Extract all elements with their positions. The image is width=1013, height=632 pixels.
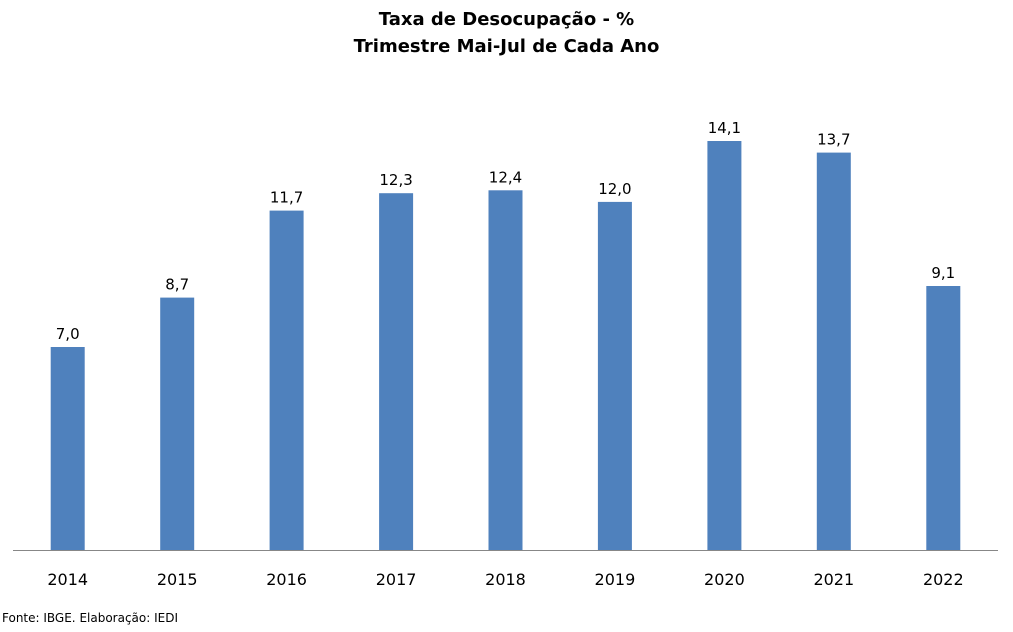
x-tick-label-2016: 2016 bbox=[266, 570, 307, 589]
bar-2017 bbox=[379, 193, 414, 550]
x-tick-label-2019: 2019 bbox=[595, 570, 636, 589]
chart-subtitle: Trimestre Mai-Jul de Cada Ano bbox=[353, 36, 660, 57]
x-tick-label-2022: 2022 bbox=[923, 570, 964, 589]
chart-title-block: Taxa de Desocupação - % Trimestre Mai-Ju… bbox=[0, 6, 1013, 60]
chart-title: Taxa de Desocupação - % bbox=[378, 9, 635, 30]
source-note: Fonte: IBGE. Elaboração: IEDI bbox=[2, 611, 179, 625]
bar-2022 bbox=[926, 286, 961, 550]
bar-2015 bbox=[160, 297, 195, 550]
bar-2020 bbox=[707, 141, 742, 550]
bar-2019 bbox=[597, 201, 632, 550]
data-label-2015: 8,7 bbox=[165, 276, 189, 294]
data-label-2018: 12,4 bbox=[489, 168, 522, 186]
x-tick-label-2017: 2017 bbox=[376, 570, 417, 589]
x-tick-label-2018: 2018 bbox=[485, 570, 526, 589]
x-tick-label-2021: 2021 bbox=[813, 570, 854, 589]
data-label-2020: 14,1 bbox=[708, 119, 741, 137]
data-label-2017: 12,3 bbox=[379, 171, 412, 189]
data-label-2016: 11,7 bbox=[270, 189, 303, 207]
data-label-2021: 13,7 bbox=[817, 131, 850, 149]
x-tick-label-2014: 2014 bbox=[47, 570, 88, 589]
data-label-2019: 12,0 bbox=[598, 180, 631, 198]
data-label-2014: 7,0 bbox=[56, 325, 80, 343]
x-tick-label-2020: 2020 bbox=[704, 570, 745, 589]
bar-2014 bbox=[50, 347, 85, 550]
x-tick-label-2015: 2015 bbox=[157, 570, 198, 589]
bar-2018 bbox=[488, 190, 523, 551]
data-label-2022: 9,1 bbox=[931, 264, 955, 282]
bar-2016 bbox=[269, 210, 304, 550]
bar-2021 bbox=[816, 152, 851, 550]
